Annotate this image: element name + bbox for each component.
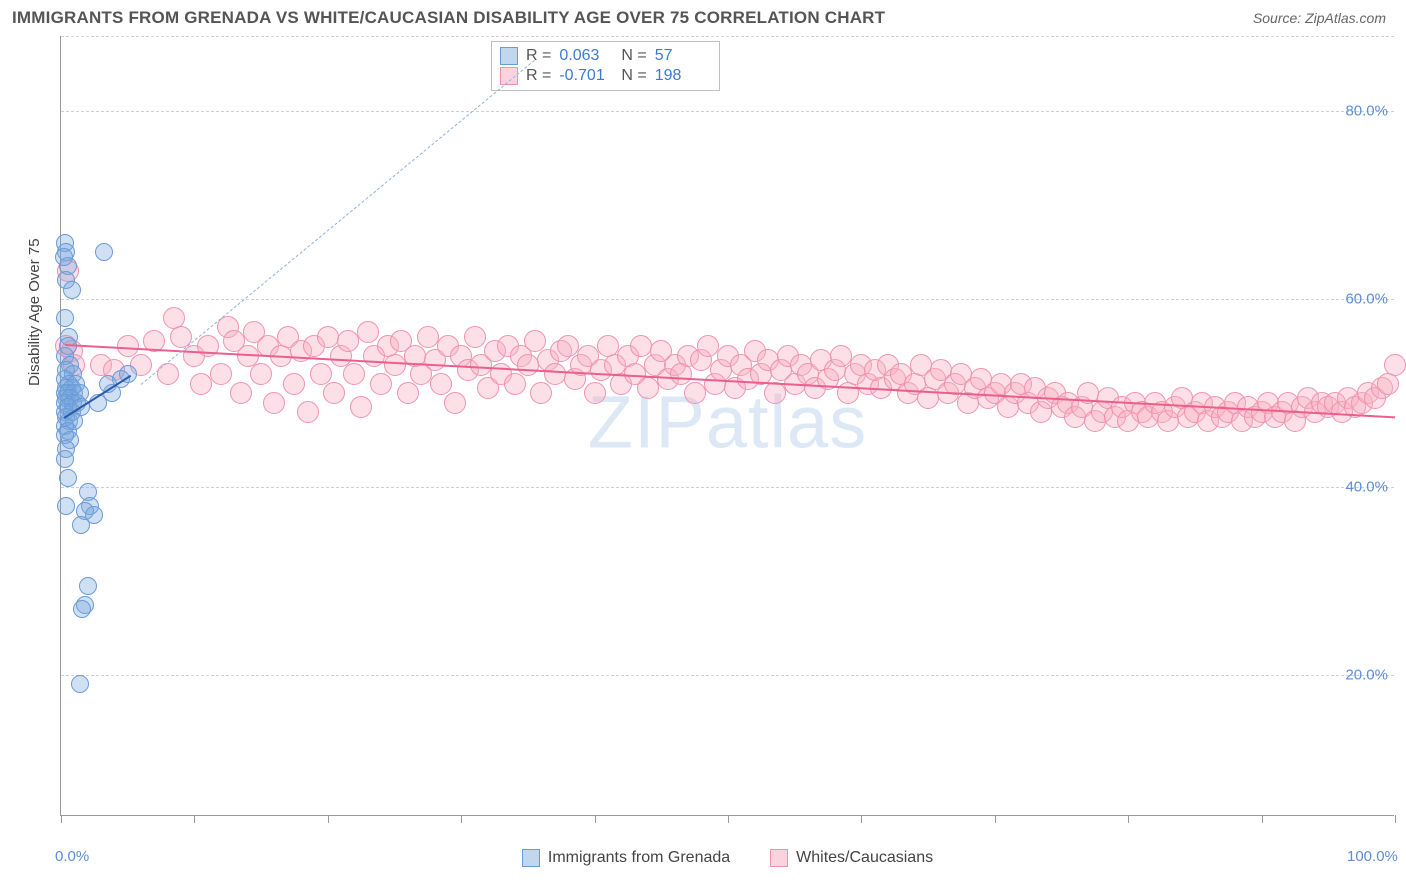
data-point: [190, 373, 212, 395]
data-point: [517, 354, 539, 376]
y-tick-label: 60.0%: [1345, 291, 1388, 308]
data-point: [57, 497, 75, 515]
plot-area: ZIPatlas R = 0.063 N = 57 R = -0.701 N =…: [60, 36, 1394, 816]
square-icon: [500, 47, 518, 65]
data-point: [63, 281, 81, 299]
data-point: [430, 373, 452, 395]
x-tick-label: 0.0%: [55, 848, 89, 865]
data-point: [317, 326, 339, 348]
gridline: [61, 675, 1394, 676]
data-point: [56, 309, 74, 327]
data-point: [830, 345, 852, 367]
y-tick-label: 80.0%: [1345, 103, 1388, 120]
x-tick: [1262, 815, 1263, 823]
legend: Immigrants from Grenada Whites/Caucasian…: [61, 849, 1394, 867]
data-point: [323, 382, 345, 404]
data-point: [637, 377, 659, 399]
data-point: [56, 450, 74, 468]
x-tick: [595, 815, 596, 823]
x-tick: [461, 815, 462, 823]
square-icon: [770, 849, 788, 867]
chart-source: Source: ZipAtlas.com: [1253, 10, 1386, 26]
data-point: [464, 326, 486, 348]
x-tick: [728, 815, 729, 823]
data-point: [697, 335, 719, 357]
x-tick: [861, 815, 862, 823]
data-point: [95, 243, 113, 261]
data-point: [73, 600, 91, 618]
data-point: [310, 363, 332, 385]
legend-item-pink: Whites/Caucasians: [770, 849, 933, 867]
x-tick: [194, 815, 195, 823]
y-tick-label: 40.0%: [1345, 479, 1388, 496]
data-point: [297, 401, 319, 423]
data-point: [283, 373, 305, 395]
data-point: [263, 392, 285, 414]
data-point: [343, 363, 365, 385]
data-point: [350, 396, 372, 418]
data-point: [524, 330, 546, 352]
data-point: [444, 392, 466, 414]
data-point: [630, 335, 652, 357]
data-point: [764, 382, 786, 404]
x-tick: [1128, 815, 1129, 823]
y-tick-label: 20.0%: [1345, 667, 1388, 684]
gridline: [61, 487, 1394, 488]
square-icon: [522, 849, 540, 867]
data-point: [417, 326, 439, 348]
data-point: [670, 363, 692, 385]
gridline: [61, 111, 1394, 112]
data-point: [530, 382, 552, 404]
data-point: [384, 354, 406, 376]
data-point: [357, 321, 379, 343]
data-point: [557, 335, 579, 357]
data-point: [584, 382, 606, 404]
x-tick: [1395, 815, 1396, 823]
x-tick: [61, 815, 62, 823]
y-axis-title: Disability Age Over 75: [26, 238, 43, 386]
data-point: [1377, 373, 1399, 395]
data-point: [230, 382, 252, 404]
legend-item-blue: Immigrants from Grenada: [522, 849, 730, 867]
data-point: [684, 382, 706, 404]
chart-header: IMMIGRANTS FROM GRENADA VS WHITE/CAUCASI…: [0, 0, 1406, 32]
data-point: [55, 248, 73, 266]
data-point: [1384, 354, 1406, 376]
data-point: [210, 363, 232, 385]
data-point: [79, 577, 97, 595]
data-point: [370, 373, 392, 395]
data-point: [71, 675, 89, 693]
gridline: [61, 299, 1394, 300]
data-point: [397, 382, 419, 404]
chart-container: Disability Age Over 75 ZIPatlas R = 0.06…: [12, 36, 1394, 846]
x-tick-label: 100.0%: [1347, 848, 1398, 865]
gridline: [61, 36, 1394, 37]
data-point: [504, 373, 526, 395]
data-point: [72, 516, 90, 534]
chart-title: IMMIGRANTS FROM GRENADA VS WHITE/CAUCASI…: [12, 8, 885, 28]
x-tick: [995, 815, 996, 823]
data-point: [337, 330, 359, 352]
data-point: [544, 363, 566, 385]
x-tick: [328, 815, 329, 823]
stats-row-pink: R = -0.701 N = 198: [500, 66, 709, 86]
data-point: [59, 469, 77, 487]
data-point: [250, 363, 272, 385]
